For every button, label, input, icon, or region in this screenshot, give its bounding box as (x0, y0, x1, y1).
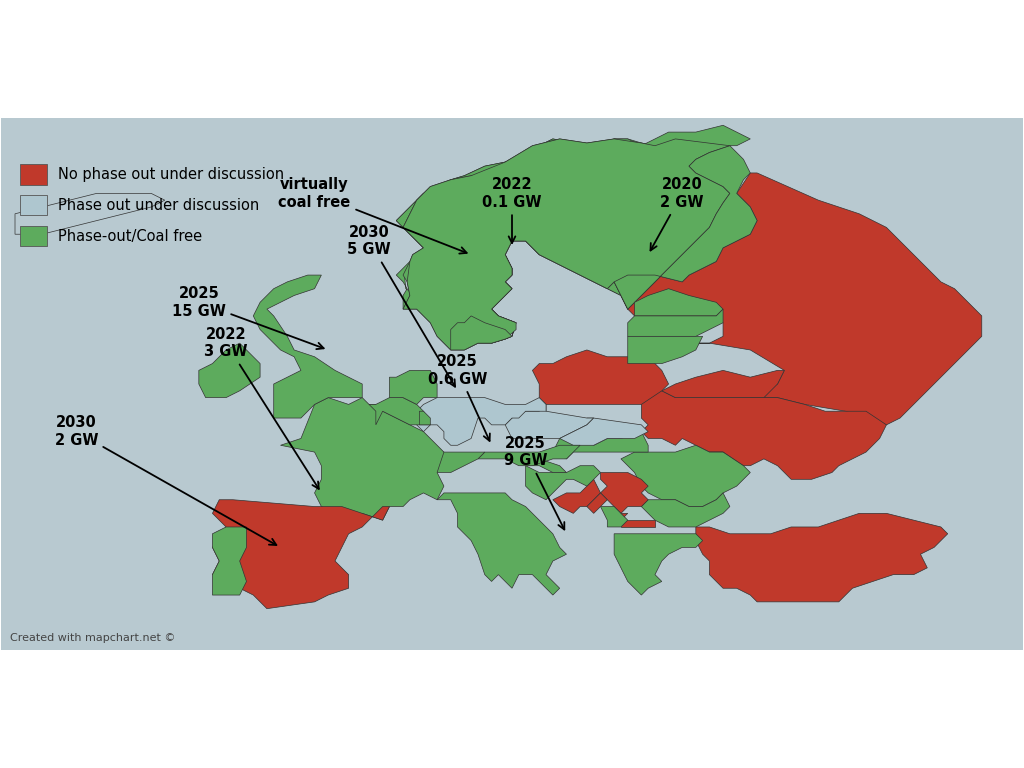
Polygon shape (587, 493, 607, 513)
Polygon shape (403, 139, 730, 350)
Polygon shape (600, 472, 648, 513)
Text: virtually
coal free: virtually coal free (279, 177, 467, 253)
Polygon shape (621, 445, 751, 507)
Polygon shape (15, 194, 165, 234)
Polygon shape (532, 350, 669, 405)
Polygon shape (396, 129, 736, 309)
Polygon shape (621, 520, 655, 527)
Text: Created with mapchart.net ©: Created with mapchart.net © (9, 633, 175, 643)
Polygon shape (212, 527, 247, 595)
Polygon shape (417, 398, 546, 445)
Polygon shape (451, 316, 512, 350)
Polygon shape (560, 418, 648, 445)
Polygon shape (253, 275, 362, 418)
Polygon shape (710, 452, 743, 472)
Polygon shape (662, 370, 784, 398)
Text: 2022
3 GW: 2022 3 GW (205, 327, 318, 489)
Polygon shape (199, 343, 260, 398)
Text: 2025
15 GW: 2025 15 GW (172, 286, 324, 349)
Polygon shape (628, 309, 723, 336)
Polygon shape (635, 289, 723, 316)
Polygon shape (212, 500, 389, 609)
Polygon shape (420, 411, 430, 425)
Polygon shape (641, 391, 887, 479)
Polygon shape (614, 513, 628, 520)
Polygon shape (389, 370, 437, 405)
Polygon shape (525, 459, 566, 472)
Polygon shape (525, 465, 600, 500)
Polygon shape (614, 146, 757, 309)
Polygon shape (553, 479, 600, 513)
Legend: No phase out under discussion, Phase out under discussion, Phase-out/Coal free: No phase out under discussion, Phase out… (8, 152, 296, 258)
Polygon shape (424, 452, 484, 472)
Polygon shape (696, 513, 948, 602)
Polygon shape (478, 445, 580, 465)
Text: 2022
0.1 GW: 2022 0.1 GW (482, 177, 542, 243)
Text: 2025
9 GW: 2025 9 GW (504, 436, 564, 529)
Polygon shape (505, 405, 594, 439)
Text: 2030
5 GW: 2030 5 GW (347, 225, 455, 386)
Polygon shape (437, 493, 566, 595)
Polygon shape (553, 418, 648, 459)
Polygon shape (621, 173, 982, 425)
Polygon shape (641, 493, 730, 527)
Polygon shape (628, 336, 702, 363)
Text: 2025
0.6 GW: 2025 0.6 GW (428, 354, 489, 441)
Text: 2030
2 GW: 2030 2 GW (54, 415, 276, 545)
Polygon shape (281, 398, 444, 520)
Polygon shape (369, 398, 430, 425)
Polygon shape (403, 125, 751, 350)
Polygon shape (600, 507, 628, 527)
Polygon shape (396, 139, 730, 343)
Polygon shape (614, 534, 702, 595)
Text: 2020
2 GW: 2020 2 GW (650, 177, 703, 250)
